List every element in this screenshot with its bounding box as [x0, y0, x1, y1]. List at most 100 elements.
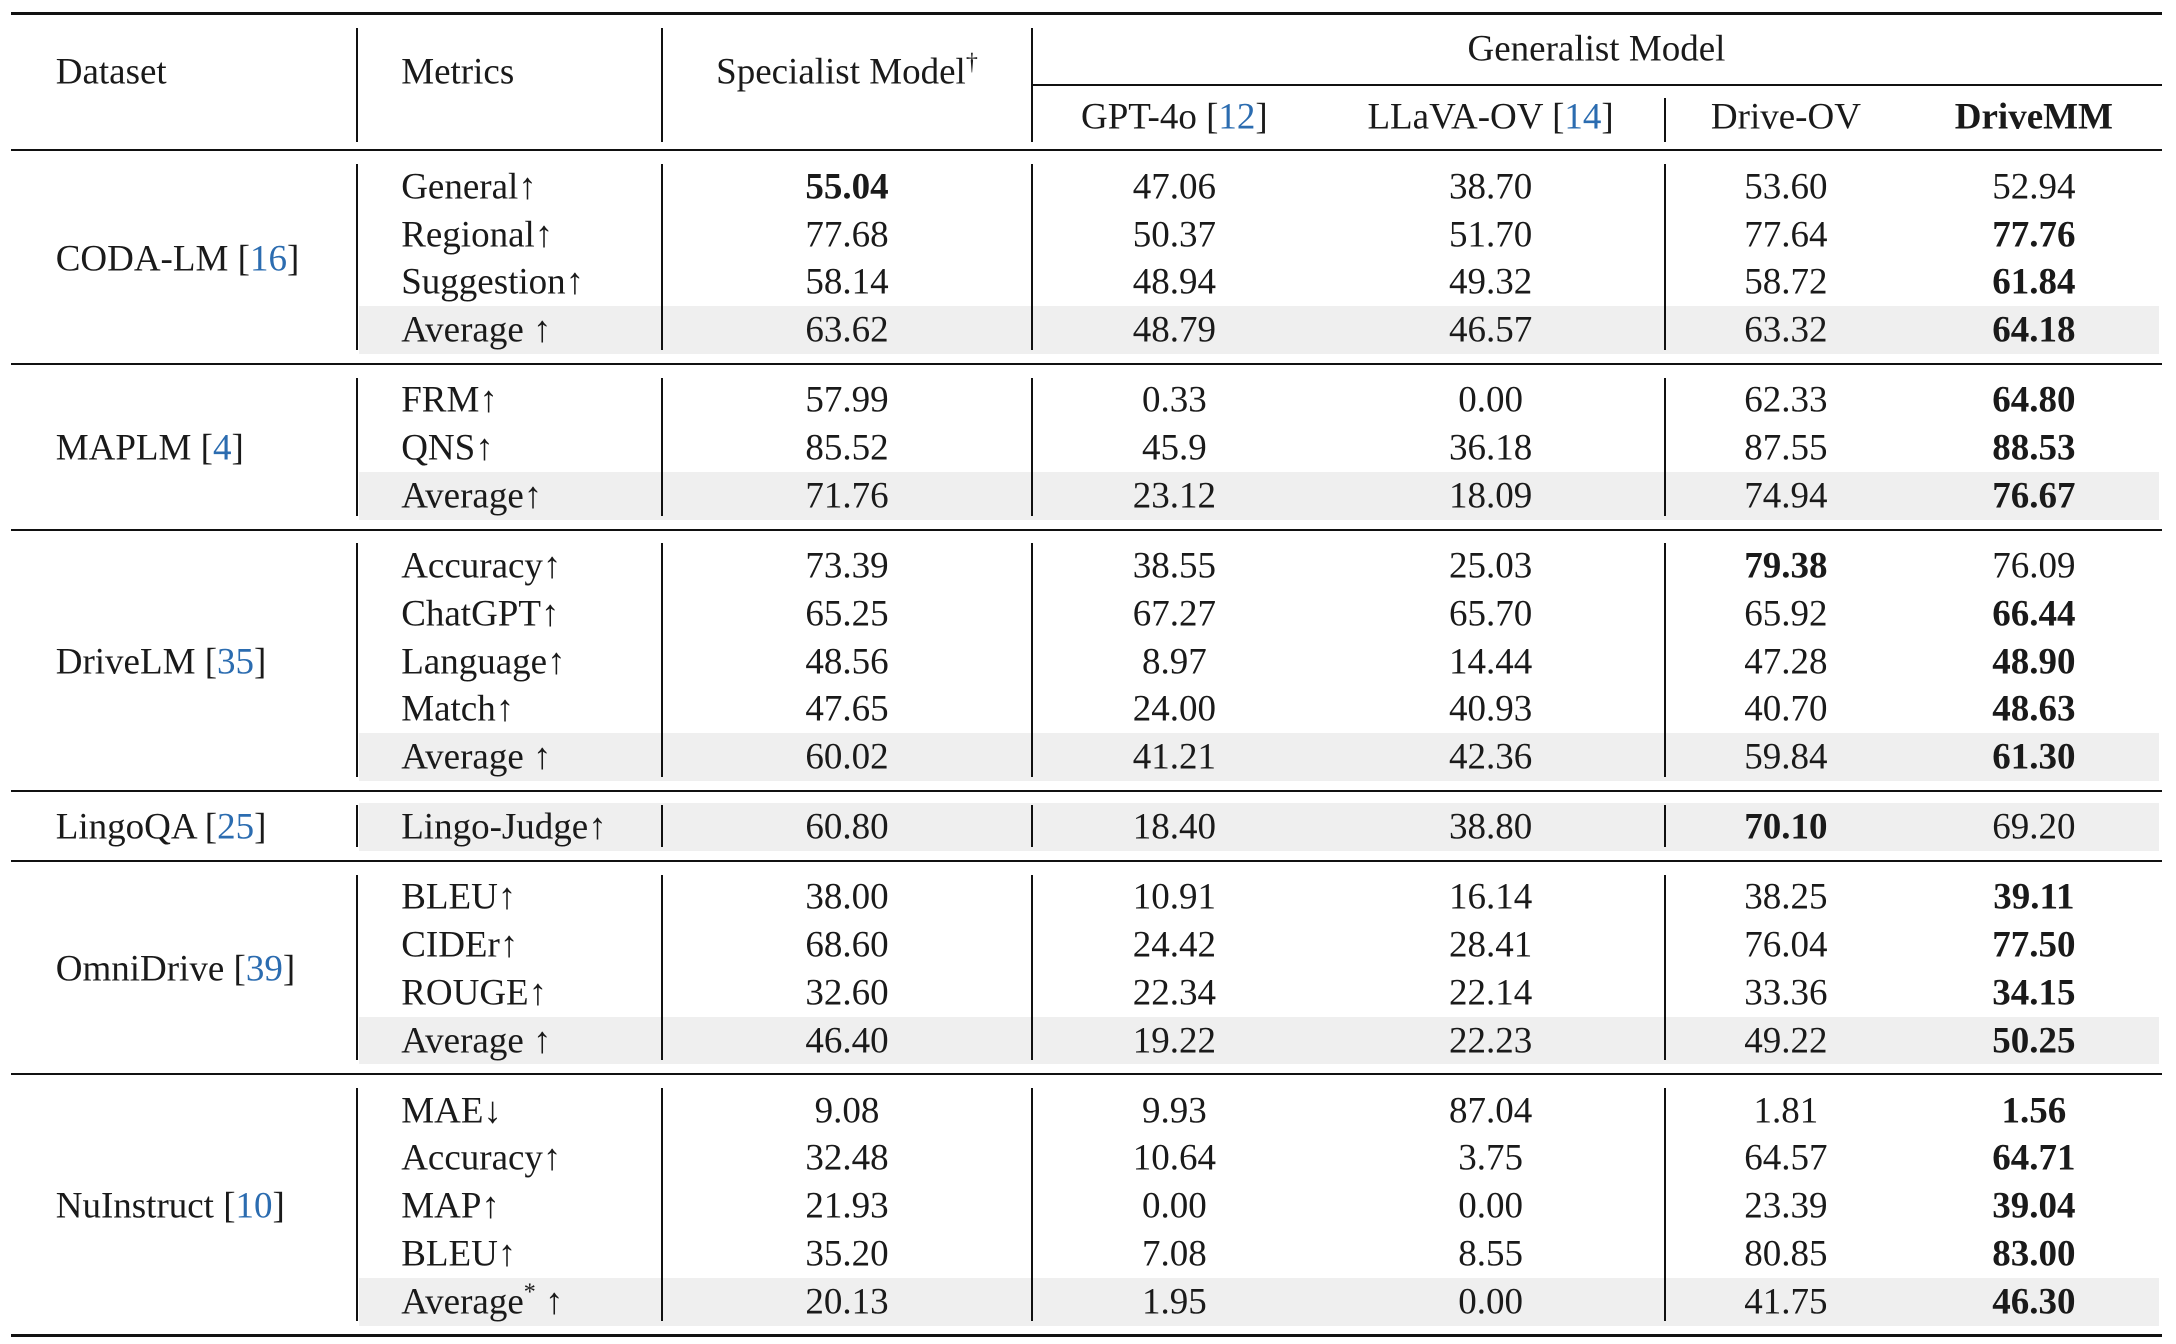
table-cell: 23.12 — [1132, 475, 1216, 517]
metric-label: General↑ — [401, 166, 537, 208]
table-cell: 65.92 — [1744, 593, 1828, 635]
table-cell: 68.60 — [805, 924, 889, 966]
metric-label: ROUGE↑ — [401, 972, 548, 1014]
table-cell: 8.55 — [1458, 1233, 1523, 1275]
table-cell: 64.80 — [1992, 379, 2076, 421]
citation-link[interactable]: 4 — [213, 427, 232, 469]
table-cell: 87.04 — [1448, 1090, 1533, 1132]
header-vrule — [660, 27, 663, 143]
table-cell: 33.36 — [1744, 972, 1828, 1014]
citation-link[interactable]: 35 — [217, 641, 255, 682]
table-cell: 42.36 — [1448, 736, 1533, 778]
metric-label: BLEU↑ — [401, 876, 517, 918]
group-vrule — [660, 874, 663, 1061]
dataset-label: CODA-LM [16] — [55, 238, 300, 280]
dataset-label: NuInstruct [10] — [55, 1185, 285, 1227]
table-cell: 36.18 — [1448, 427, 1533, 469]
table-cell: 39.04 — [1992, 1185, 2076, 1227]
citation-link[interactable]: 12 — [1218, 96, 1256, 138]
table-cell: 63.62 — [805, 309, 889, 351]
table-cell: 48.79 — [1132, 309, 1216, 351]
group-vrule — [660, 164, 663, 350]
dataset-label: MAPLM [4] — [55, 427, 244, 469]
metric-label: MAP↑ — [401, 1185, 500, 1227]
table-cell: 49.22 — [1744, 1020, 1828, 1062]
citation-link[interactable]: 16 — [249, 238, 287, 280]
table-cell: 9.93 — [1141, 1090, 1207, 1132]
table-cell: 18.09 — [1448, 475, 1533, 517]
table-cell: 57.99 — [805, 379, 889, 421]
citation-link[interactable]: 10 — [235, 1185, 273, 1227]
table-cell: 41.75 — [1744, 1281, 1828, 1323]
header-model-drivemm: DriveMM — [1954, 96, 2113, 138]
table-cell: 24.00 — [1132, 688, 1216, 730]
table-cell: 0.00 — [1458, 1281, 1523, 1323]
table-cell: 35.20 — [805, 1233, 889, 1275]
table-cell: 23.39 — [1744, 1185, 1828, 1227]
table-cell: 83.00 — [1992, 1233, 2076, 1275]
average-row-shade — [359, 1016, 2160, 1065]
table-cell: 0.00 — [1458, 1185, 1523, 1227]
citation-link[interactable]: 14 — [1564, 96, 1602, 138]
table-cell: 64.57 — [1744, 1137, 1828, 1179]
table-cell: 63.32 — [1744, 309, 1828, 351]
header-vrule — [1663, 97, 1666, 143]
group-rule — [11, 528, 2163, 531]
metric-label: Average ↑ — [401, 1020, 552, 1062]
group-vrule — [1663, 377, 1666, 516]
table-cell: 40.93 — [1448, 688, 1533, 730]
average-row-shade — [359, 471, 2160, 520]
table-cell: 77.68 — [805, 214, 889, 256]
group-vrule — [1663, 543, 1666, 777]
table-cell: 60.80 — [805, 806, 889, 848]
table-cell: 45.9 — [1141, 427, 1207, 469]
group-vrule — [660, 543, 663, 777]
group-vrule — [1031, 543, 1034, 777]
table-cell: 67.27 — [1132, 593, 1216, 635]
table-cell: 3.75 — [1458, 1137, 1523, 1179]
table-cell: 49.32 — [1448, 261, 1533, 303]
table-cell: 80.85 — [1744, 1233, 1828, 1275]
header-model-llava-ov: LLaVA-OV [14] — [1367, 96, 1614, 138]
table-cell: 1.81 — [1753, 1090, 1819, 1132]
table-cell: 34.15 — [1992, 972, 2076, 1014]
table-cell: 38.55 — [1132, 545, 1216, 587]
table-cell: 58.72 — [1744, 261, 1828, 303]
header-model-drive-ov: Drive-OV — [1710, 96, 1861, 138]
table-cell: 88.53 — [1992, 427, 2076, 469]
metric-label: Language↑ — [401, 641, 566, 682]
table-cell: 22.14 — [1448, 972, 1533, 1014]
group-rule — [11, 859, 2163, 862]
table-cell: 20.13 — [805, 1281, 889, 1323]
group-rule — [11, 1073, 2163, 1076]
table-cell: 76.67 — [1992, 475, 2076, 517]
table-cell: 18.40 — [1132, 806, 1216, 848]
table-cell: 61.30 — [1992, 736, 2076, 778]
table-cell: 71.76 — [805, 475, 889, 517]
table-cell: 60.02 — [805, 736, 889, 778]
header-specialist: Specialist Model† — [716, 49, 978, 93]
table-cell: 19.22 — [1132, 1020, 1216, 1062]
table-cell: 47.65 — [805, 688, 889, 730]
metric-label: Accuracy↑ — [401, 1137, 562, 1179]
group-vrule — [355, 164, 358, 350]
table-cell: 16.14 — [1448, 876, 1533, 918]
metric-label: Average ↑ — [401, 736, 552, 778]
bottom-rule — [11, 1333, 2163, 1337]
group-vrule — [1031, 164, 1034, 350]
table-cell: 70.10 — [1744, 806, 1828, 848]
top-rule — [11, 12, 2163, 16]
table-cell: 66.44 — [1992, 593, 2076, 635]
metric-label: Match↑ — [401, 688, 515, 730]
citation-link[interactable]: 25 — [217, 806, 255, 848]
table-cell: 0.00 — [1141, 1185, 1207, 1227]
table-cell: 0.33 — [1141, 379, 1207, 421]
table-cell: 14.44 — [1448, 641, 1533, 682]
table-cell: 8.97 — [1141, 641, 1207, 682]
citation-link[interactable]: 39 — [245, 948, 283, 990]
table-cell: 38.80 — [1448, 806, 1533, 848]
average-row-shade — [359, 803, 2160, 852]
group-vrule — [1031, 804, 1034, 847]
generalist-rule — [1032, 83, 2163, 86]
table-cell: 48.90 — [1992, 641, 2076, 682]
